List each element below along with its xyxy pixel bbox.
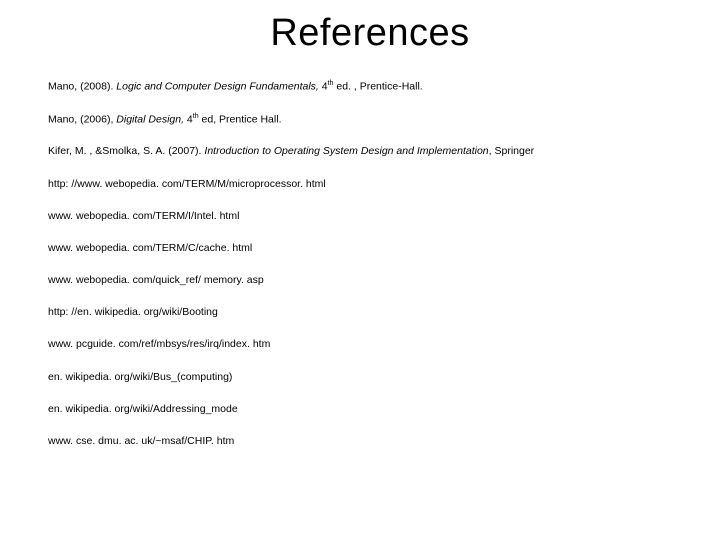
reference-item: www. webopedia. com/TERM/C/cache. html — [48, 241, 692, 255]
reference-text-pre: Mano, (2006), — [48, 113, 116, 125]
reference-text-pre: www. pcguide. com/ref/mbsys/res/irq/inde… — [48, 338, 270, 350]
reference-item: en. wikipedia. org/wiki/Bus_(computing) — [48, 370, 692, 384]
reference-item: Kifer, M. , &Smolka, S. A. (2007). Intro… — [48, 144, 692, 158]
reference-text-post: ed. , Prentice-Hall. — [333, 81, 422, 93]
reference-item: www. webopedia. com/quick_ref/ memory. a… — [48, 273, 692, 287]
references-list: Mano, (2008). Logic and Computer Design … — [48, 79, 692, 448]
reference-text-pre: http: //en. wikipedia. org/wiki/Booting — [48, 306, 218, 318]
reference-text-italic: Digital Design, — [116, 113, 187, 125]
reference-text-edition: , Springer — [489, 145, 535, 157]
reference-item: en. wikipedia. org/wiki/Addressing_mode — [48, 402, 692, 416]
reference-item: http: //en. wikipedia. org/wiki/Booting — [48, 305, 692, 319]
reference-text-pre: Mano, (2008). — [48, 81, 116, 93]
slide: References Mano, (2008). Logic and Compu… — [0, 0, 720, 540]
reference-text-pre: en. wikipedia. org/wiki/Bus_(computing) — [48, 371, 232, 383]
reference-text-pre: en. wikipedia. org/wiki/Addressing_mode — [48, 403, 238, 415]
reference-item: Mano, (2008). Logic and Computer Design … — [48, 79, 692, 94]
reference-text-italic: Introduction to Operating System Design … — [204, 145, 488, 157]
reference-item: http: //www. webopedia. com/TERM/M/micro… — [48, 177, 692, 191]
reference-text-italic: Logic and Computer Design Fundamentals, — [116, 81, 321, 93]
reference-item: www. webopedia. com/TERM/I/Intel. html — [48, 209, 692, 223]
reference-text-pre: www. webopedia. com/quick_ref/ memory. a… — [48, 274, 264, 286]
slide-title: References — [48, 12, 692, 55]
reference-text-post: ed, Prentice Hall. — [199, 113, 282, 125]
reference-text-pre: http: //www. webopedia. com/TERM/M/micro… — [48, 178, 326, 190]
reference-item: www. cse. dmu. ac. uk/~msaf/CHIP. htm — [48, 434, 692, 448]
reference-item: Mano, (2006), Digital Design, 4th ed, Pr… — [48, 112, 692, 127]
reference-text-pre: www. webopedia. com/TERM/C/cache. html — [48, 242, 252, 254]
reference-text-pre: Kifer, M. , &Smolka, S. A. (2007). — [48, 145, 204, 157]
reference-item: www. pcguide. com/ref/mbsys/res/irq/inde… — [48, 337, 692, 351]
reference-text-pre: www. cse. dmu. ac. uk/~msaf/CHIP. htm — [48, 435, 234, 447]
reference-text-pre: www. webopedia. com/TERM/I/Intel. html — [48, 210, 239, 222]
